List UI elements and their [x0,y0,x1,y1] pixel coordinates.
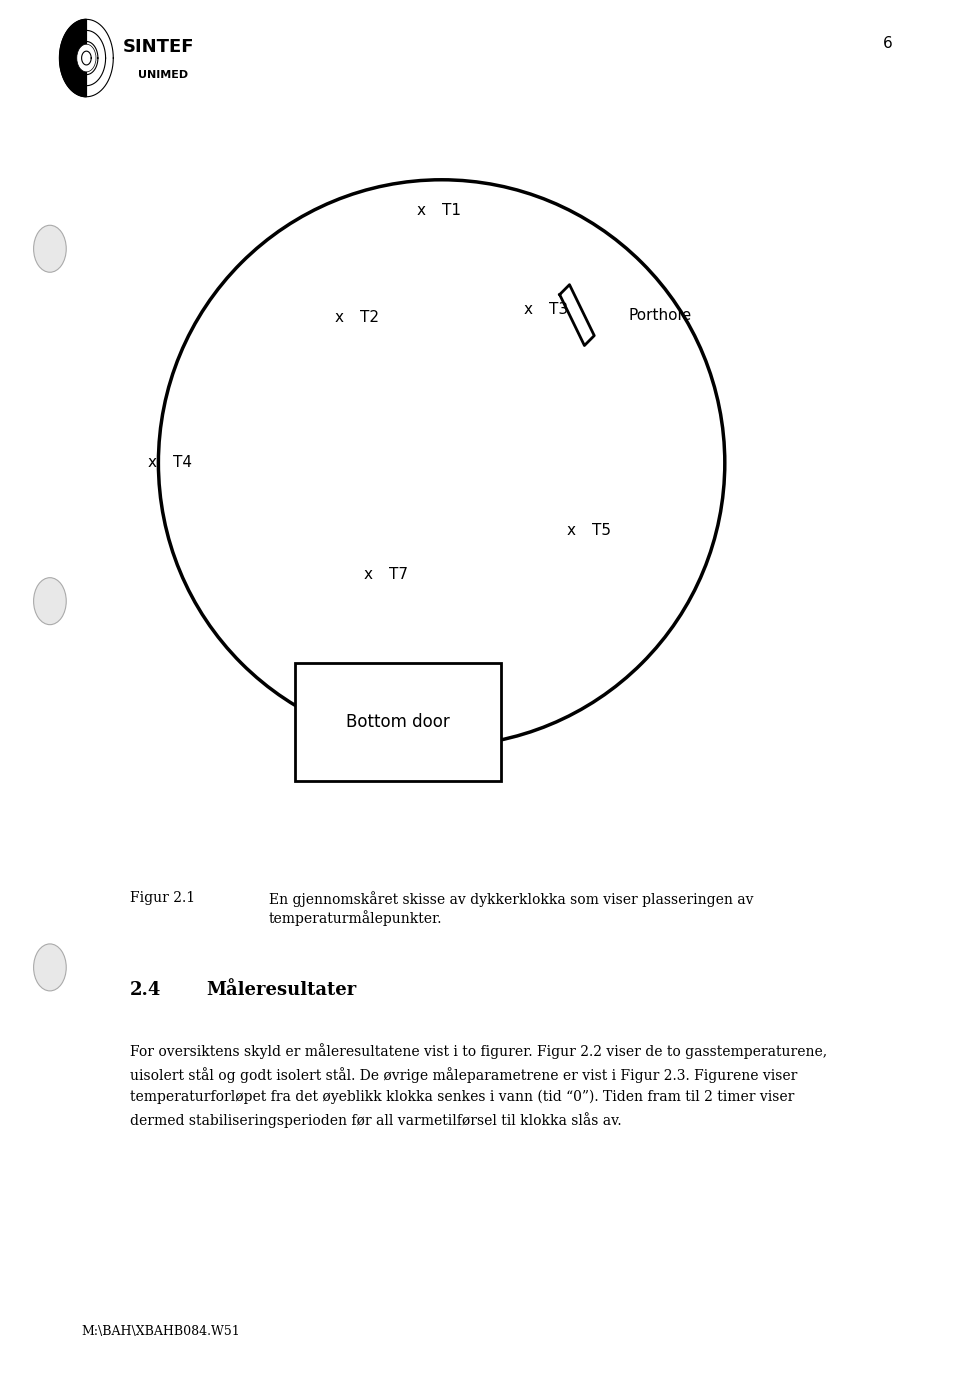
Text: M:\BAH\XBAHB084.W51: M:\BAH\XBAHB084.W51 [82,1325,240,1338]
Text: SINTEF: SINTEF [123,37,194,57]
Text: For oversiktens skyld er måleresultatene vist i to figurer. Figur 2.2 viser de t: For oversiktens skyld er måleresultatene… [130,1043,827,1128]
Text: 6: 6 [883,36,893,51]
Text: T5: T5 [592,524,612,538]
Text: x: x [378,690,387,703]
Text: Bottom door: Bottom door [346,713,450,731]
Circle shape [34,944,66,991]
Text: x: x [364,568,372,582]
Text: T2: T2 [360,311,379,325]
Text: UNIMED: UNIMED [138,69,188,80]
Bar [295,663,501,781]
Circle shape [34,578,66,625]
Text: T4: T4 [173,456,192,470]
Text: x: x [524,303,533,316]
Text: T6: T6 [403,690,422,703]
Text: T3: T3 [549,303,568,316]
Text: Porthole: Porthole [629,308,692,322]
Text: T1: T1 [442,203,461,217]
Text: Figur 2.1: Figur 2.1 [130,891,195,905]
Text: En gjennomskåret skisse av dykkerklokka som viser plasseringen av
temperaturmåle: En gjennomskåret skisse av dykkerklokka … [269,891,754,926]
Text: x: x [567,524,576,538]
Text: 2.4: 2.4 [130,981,161,999]
Text: x: x [148,456,156,470]
Text: Måleresultater: Måleresultater [206,981,357,999]
Text: x: x [335,311,344,325]
Circle shape [34,225,66,272]
Text: T7: T7 [389,568,408,582]
Circle shape [77,44,96,72]
Text: x: x [417,203,425,217]
Polygon shape [60,19,86,97]
Ellipse shape [158,180,725,746]
